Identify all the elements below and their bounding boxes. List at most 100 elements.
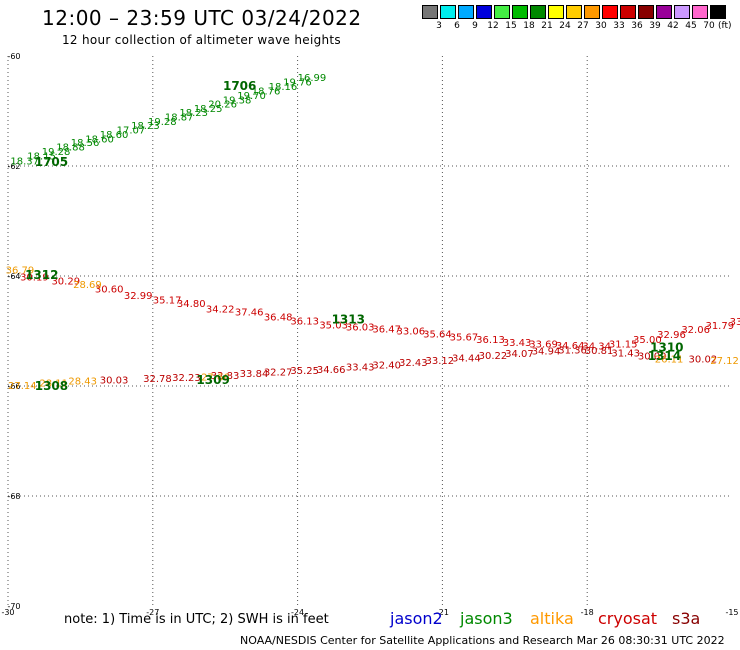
color-scale-label: 24 [559,21,571,31]
wave-height-value: 34.80 [177,299,206,310]
satellite-legend-jason3: jason3 [460,609,513,628]
wave-height-value: 34.94 [532,347,561,358]
color-swatch [710,5,726,19]
wave-height-value: 27.14 [8,381,37,392]
wave-height-value: 31.43 [611,348,640,359]
color-swatch [458,5,474,19]
wave-height-value: 30.81 [585,346,614,357]
color-scale-label: 12 [487,21,499,31]
color-swatch [476,5,492,19]
color-swatch [620,5,636,19]
pass-time-label: 1309 [196,373,229,387]
wave-height-value: 33.43 [346,363,375,374]
wave-height-value: 18.60 [85,134,114,145]
wave-height-value: 18.60 [100,130,129,141]
color-scale-label: 6 [454,21,460,31]
color-swatch [548,5,564,19]
color-scale-label: 42 [667,21,679,31]
wave-height-value: 32.43 [399,358,428,369]
x-tick-label: -21 [436,608,449,617]
wave-height-value: 35.64 [423,330,452,341]
wave-height-value: 33.69 [529,340,558,351]
wave-height-value: 35.00 [633,335,662,346]
pass-time-label: 1706 [223,79,256,93]
wave-height-value: 31.15 [609,340,638,351]
wave-height-value: 33.06 [397,326,426,337]
color-swatch [638,5,654,19]
wave-height-value: 32.23 [172,373,201,384]
wave-height-value: 19.76 [283,78,312,89]
satellite-legend-s3a: s3a [672,609,701,628]
wave-height-value: 31.36 [558,346,587,357]
wave-height-value: 33.12 [426,356,455,367]
wave-height-value: 36.13 [476,335,505,346]
satellite-legend-jason2: jason2 [390,609,443,628]
wave-height-value: 30.02 [689,354,718,365]
credit-line: NOAA/NESDIS Center for Satellite Applica… [240,634,725,647]
color-scale-label: 27 [577,21,589,31]
y-tick-label: -64 [7,272,20,281]
x-tick-label: -24 [291,608,304,617]
wave-height-value: 34.44 [452,353,481,364]
color-swatch [656,5,672,19]
wave-height-value: 18.87 [165,112,194,123]
wave-height-value: 34.66 [317,365,346,376]
wave-height-value: 32.83 [211,371,240,382]
pass-time-label: 1308 [35,379,68,393]
color-swatch [584,5,600,19]
wave-height-value: 37.46 [235,308,264,319]
y-tick-label: -60 [7,52,20,61]
color-scale-label: 70 [703,21,715,31]
color-scale-unit: (ft) [718,21,732,31]
color-scale-label: 30 [595,21,607,31]
wave-height-value: 18.37 [10,156,39,167]
wave-height-value: 19.38 [223,95,252,106]
wave-height-value: 18.15 [27,151,56,162]
pass-time-label: 1312 [25,268,58,282]
wave-height-value: 32.27 [264,368,293,379]
wave-height-value: 36.03 [346,322,375,333]
wave-height-value: 35.25 [290,366,319,377]
wave-height-value: 35.17 [153,296,182,307]
y-tick-label: -66 [7,382,20,391]
color-scale-label: 3 [436,21,442,31]
pass-time-label: 1314 [648,349,681,363]
wave-height-value: 28.11 [39,379,68,390]
color-scale-label: 39 [649,21,661,31]
wave-height-value: 18.23 [179,108,208,119]
wave-height-value: 18.23 [131,121,160,132]
wave-height-value: 31.79 [705,321,734,332]
wave-height-value: 35.67 [450,332,479,343]
pass-time-label: 1310 [650,340,683,354]
chart-title: 12:00 – 23:59 UTC 03/24/2022 [42,6,362,30]
wave-height-value: 35.03 [319,320,348,331]
footnote: note: 1) Time is in UTC; 2) SWH is in fe… [64,612,329,627]
wave-height-value: 32.78 [143,374,172,385]
color-swatch [512,5,528,19]
wave-height-value: 28.69 [73,280,102,291]
wave-height-value: 27.12 [710,356,739,367]
wave-height-value: 18.88 [56,143,85,154]
wave-height-value: 30.03 [100,375,129,386]
wave-height-value: 27.66 [201,373,230,384]
color-swatch [422,5,438,19]
color-swatch [440,5,456,19]
color-scale-label: 36 [631,21,643,31]
wave-height-value: 34.22 [206,304,235,315]
color-scale-label: 45 [685,21,697,31]
wave-height-value: 30.29 [51,276,80,287]
wave-height-value: 19.28 [42,147,71,158]
wave-height-value: 30.09 [638,352,667,363]
wave-height-value: 18.16 [269,82,298,93]
wave-height-value: 32.40 [372,360,401,371]
color-swatch [692,5,708,19]
wave-height-value: 36.48 [264,313,293,324]
x-tick-label: -18 [581,608,594,617]
chart-subtitle: 12 hour collection of altimeter wave hei… [62,33,341,47]
wave-height-value: 30.22 [479,351,508,362]
wave-height-value: 33.43 [503,338,532,349]
wave-height-value: 20.26 [208,100,237,111]
wave-height-value: 19.28 [148,117,177,128]
